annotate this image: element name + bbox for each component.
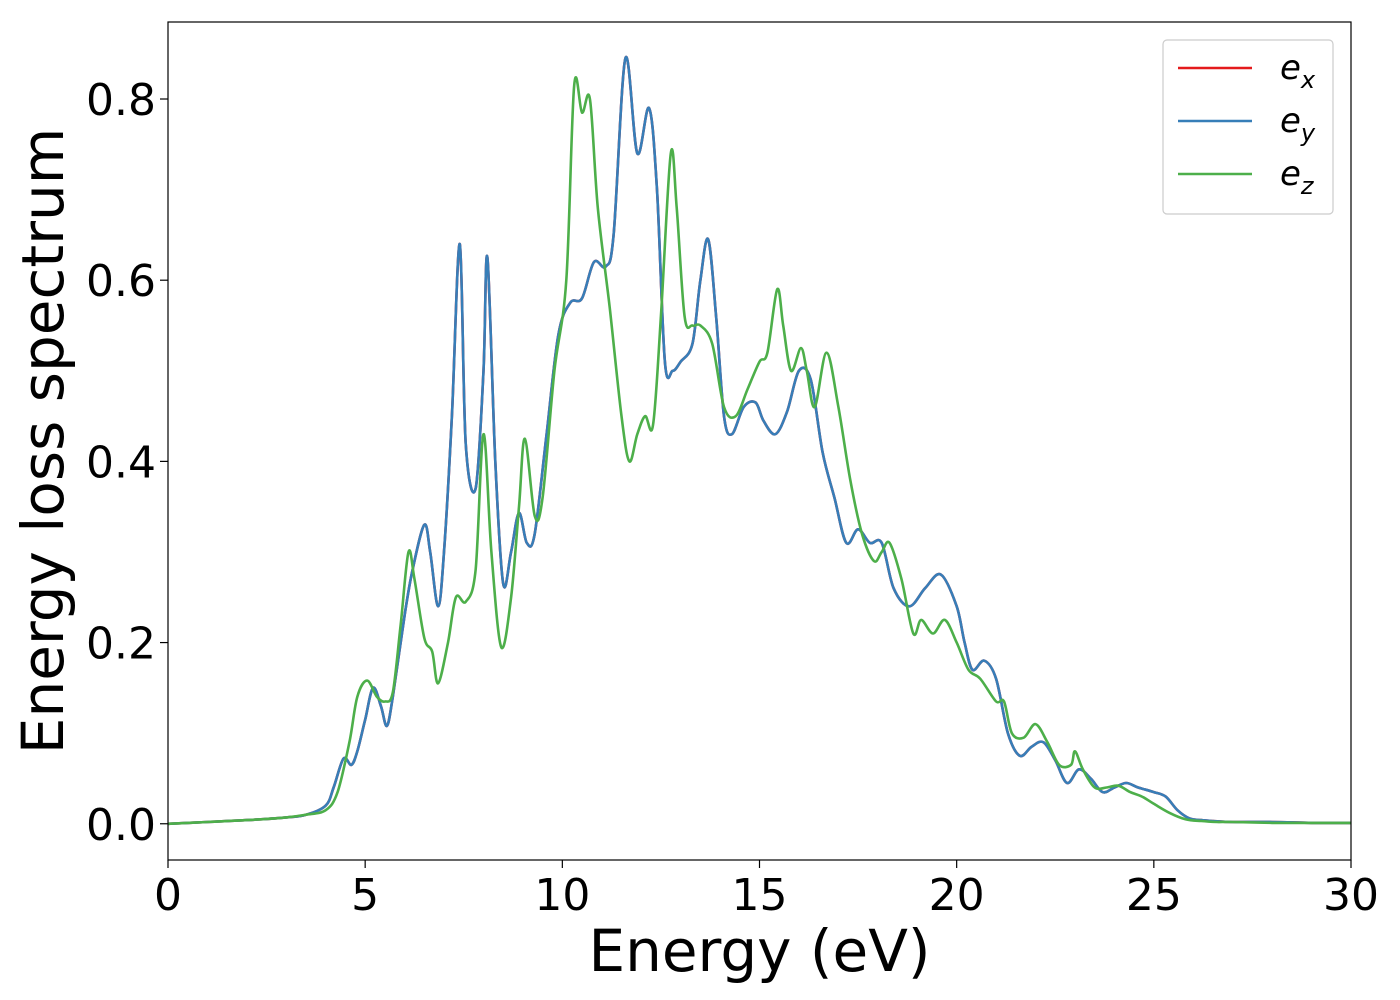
x-tick-label: 15 [732,870,788,921]
x-tick-label: 0 [154,870,182,921]
series-layer [167,55,1352,826]
x-tick-label: 20 [929,870,985,921]
legend: ex ey ez [1162,39,1334,215]
series-line-ez [167,75,1351,826]
y-axis-label: Energy loss spectrum [9,128,77,754]
legend-label-ex: ex [1280,48,1316,94]
legend-label-ez: ez [1280,154,1315,200]
x-tick-label: 5 [351,870,379,921]
ticks-layer: 0 5 10 15 20 25 30 0.0 0.2 0.4 0.6 0.8 [86,75,1379,921]
y-tick-label: 0.6 [86,256,156,307]
y-tick-label: 0.4 [86,437,156,488]
x-axis-label: Energy (eV) [588,917,930,985]
y-tick-label: 0.8 [86,75,156,126]
legend-label-ey: ey [1280,101,1316,147]
x-tick-label: 30 [1323,870,1379,921]
legend-frame [1162,39,1334,215]
y-tick-label: 0.0 [86,800,156,851]
y-tick-label: 0.2 [86,619,156,670]
x-tick-label: 25 [1126,870,1182,921]
x-tick-label: 10 [534,870,590,921]
